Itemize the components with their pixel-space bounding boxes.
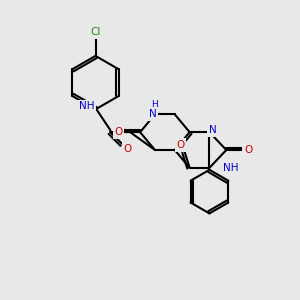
Text: O: O bbox=[114, 127, 122, 137]
Text: N: N bbox=[149, 109, 157, 119]
Text: O: O bbox=[244, 145, 252, 155]
Text: NH: NH bbox=[223, 163, 239, 173]
Text: O: O bbox=[177, 140, 185, 150]
Text: O: O bbox=[123, 144, 131, 154]
Text: Cl: Cl bbox=[90, 27, 101, 37]
Text: H: H bbox=[152, 100, 158, 109]
Text: N: N bbox=[208, 125, 216, 135]
Text: NH: NH bbox=[79, 101, 94, 111]
